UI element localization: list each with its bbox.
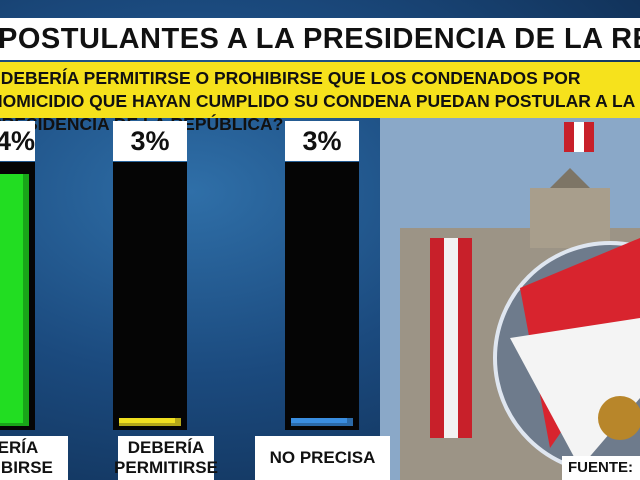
- question-bar: ¿DEBERÍA PERMITIRSE O PROHIBIRSE QUE LOS…: [0, 62, 640, 134]
- bar: [119, 417, 181, 426]
- bar: [291, 417, 353, 426]
- title-bar: POSTULANTES A LA PRESIDENCIA DE LA REPÚB…: [0, 18, 640, 60]
- source-label: FUENTE:: [562, 456, 640, 480]
- category-label: DEBERÍA PERMITIRSE: [114, 436, 218, 480]
- value-label: 3%: [113, 121, 187, 161]
- bar: [0, 174, 29, 426]
- palace-photo: [380, 118, 640, 480]
- value-label: 3%: [285, 121, 359, 161]
- category-label: DEBERÍA PROHIBIRSE: [0, 436, 68, 480]
- bar-column: [113, 162, 187, 430]
- category-label: NO PRECISA: [255, 436, 390, 480]
- value-label: 94%: [0, 121, 35, 161]
- bar-column: [285, 162, 359, 430]
